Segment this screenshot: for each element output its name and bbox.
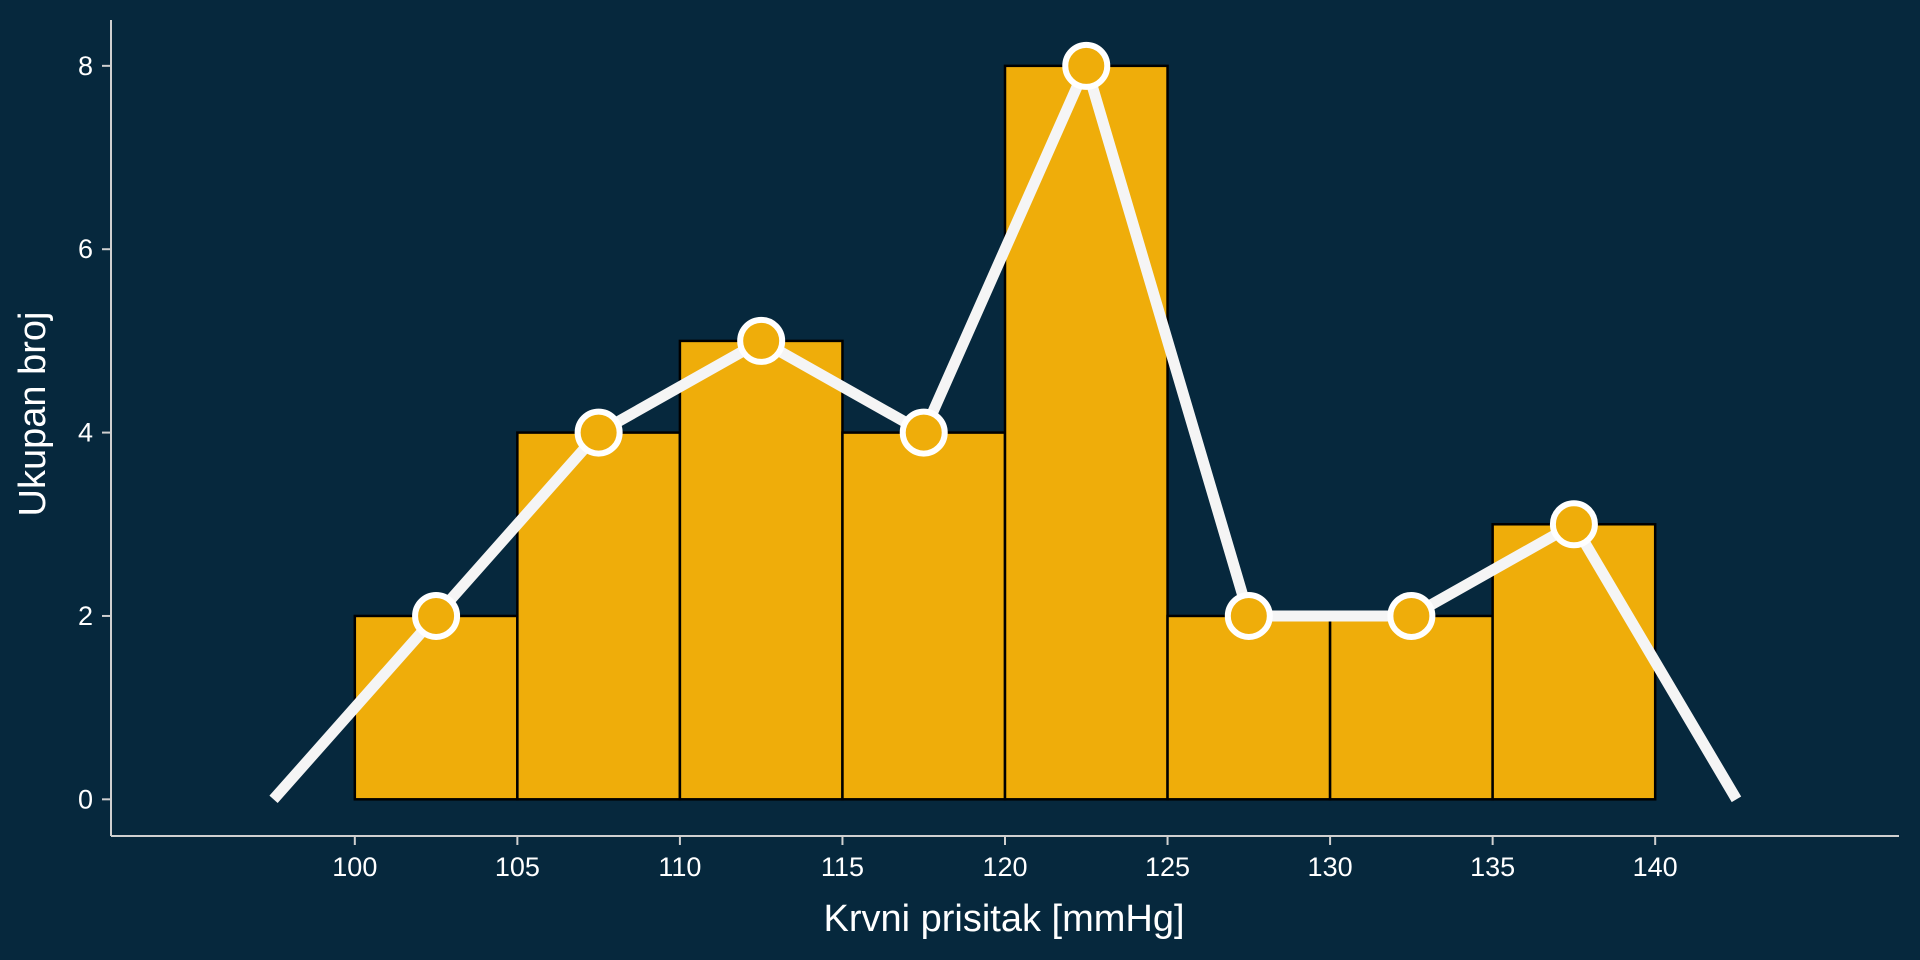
histogram-bar-8 [1491, 523, 1657, 801]
x-tick-label-115: 115 [821, 852, 864, 882]
y-axis-ticks: 0 2 4 6 8 [78, 51, 111, 814]
y-tick-label-0: 0 [78, 784, 93, 814]
histogram-bar-7 [1328, 614, 1494, 801]
histogram-bar-1 [353, 614, 519, 801]
frequency-polygon-marker-3 [737, 316, 786, 365]
histogram-bars [353, 64, 1657, 801]
x-tick-label-140: 140 [1633, 852, 1678, 882]
histogram-bar-5 [1003, 64, 1169, 801]
histogram-bar-2 [516, 431, 682, 801]
x-tick-label-100: 100 [332, 852, 377, 882]
frequency-polygon-marker-4 [899, 408, 948, 457]
histogram-bar-6 [1166, 614, 1332, 801]
y-tick-label-4: 4 [78, 418, 93, 448]
frequency-polygon-line [269, 49, 1742, 803]
x-tick-label-105: 105 [495, 852, 540, 882]
y-tick-label-8: 8 [78, 51, 93, 81]
x-tick-label-130: 130 [1308, 852, 1353, 882]
frequency-polygon [269, 49, 1742, 803]
y-axis-title: Ukupan broj [12, 312, 54, 517]
frequency-polygon-marker-7 [1387, 591, 1436, 640]
y-tick-label-2: 2 [78, 601, 93, 631]
x-axis-title: Krvni prisitak [mmHg] [823, 898, 1184, 940]
x-tick-label-135: 135 [1470, 852, 1515, 882]
frequency-polygon-marker-1 [412, 591, 461, 640]
x-tick-label-125: 125 [1145, 852, 1190, 882]
y-tick-label-6: 6 [78, 234, 93, 264]
frequency-polygon-marker-8 [1549, 500, 1598, 549]
histogram-bar-3 [678, 339, 844, 801]
frequency-polygon-markers [412, 41, 1598, 640]
histogram-bar-4 [841, 431, 1007, 801]
frequency-polygon-marker-5 [1062, 41, 1111, 90]
x-axis-ticks: 100 105 110 115 120 125 130 135 140 [332, 836, 1678, 882]
frequency-polygon-marker-2 [574, 408, 623, 457]
x-tick-label-120: 120 [982, 852, 1027, 882]
x-tick-label-110: 110 [658, 852, 701, 882]
frequency-polygon-marker-6 [1224, 591, 1273, 640]
